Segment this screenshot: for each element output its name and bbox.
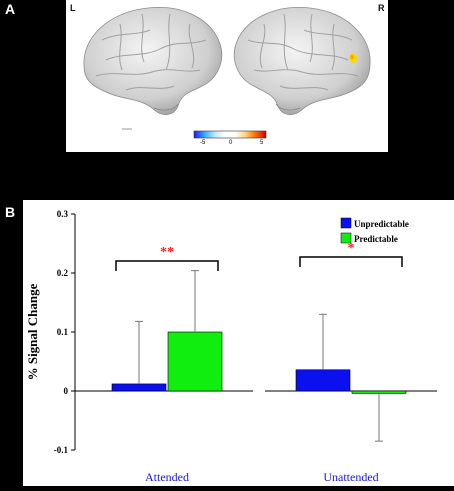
colorbar-max-label: 5 xyxy=(260,140,264,146)
legend-swatch-unpredictable xyxy=(340,217,352,229)
bar-chart: -0.1 0 0.1 0.2 0.3 % Signal Change Attended ** U… xyxy=(25,209,437,484)
right-hemisphere xyxy=(233,6,371,115)
colorbar-mid-label: 0 xyxy=(229,140,233,146)
significance-marker: * xyxy=(348,241,355,256)
y-tick-label: 0 xyxy=(64,386,69,396)
legend-swatch-predictable xyxy=(340,232,352,244)
panel-a-letter: A xyxy=(5,1,16,17)
bar-unpredictable-unattended xyxy=(295,369,351,392)
y-tick-label: 0.3 xyxy=(57,209,69,219)
brain-figure xyxy=(83,6,371,139)
left-hemisphere-label: L xyxy=(70,3,76,13)
bar-predictable-unattended xyxy=(351,390,407,394)
y-tick-label: 0.1 xyxy=(57,327,69,337)
legend-label-unpredictable: Unpredictable xyxy=(354,219,409,229)
category-label-attended: Attended xyxy=(145,470,189,484)
significance-marker: ** xyxy=(160,245,174,260)
y-tick-label: -0.1 xyxy=(54,445,69,455)
bar-unpredictable-attended xyxy=(111,383,167,392)
right-hemisphere-label: R xyxy=(378,3,385,13)
left-hemisphere xyxy=(83,6,223,115)
colorbar-min-label: -5 xyxy=(200,140,206,146)
category-label-unattended: Unattended xyxy=(323,470,378,484)
activation-core xyxy=(350,55,354,59)
bar-predictable-attended xyxy=(167,331,223,392)
panel-b-letter: B xyxy=(5,204,16,220)
y-axis-label: % Signal Change xyxy=(25,283,40,380)
panel-a-brain: L R -5 0 5 xyxy=(66,0,388,152)
y-tick-label: 0.2 xyxy=(57,268,69,278)
panel-b-chart: -0.1 0 0.1 0.2 0.3 % Signal Change Attended ** U… xyxy=(23,200,454,486)
legend-label-predictable: Predictable xyxy=(354,234,398,244)
significance-bracket xyxy=(299,256,403,267)
colorbar xyxy=(193,130,267,139)
significance-bracket xyxy=(115,260,219,271)
